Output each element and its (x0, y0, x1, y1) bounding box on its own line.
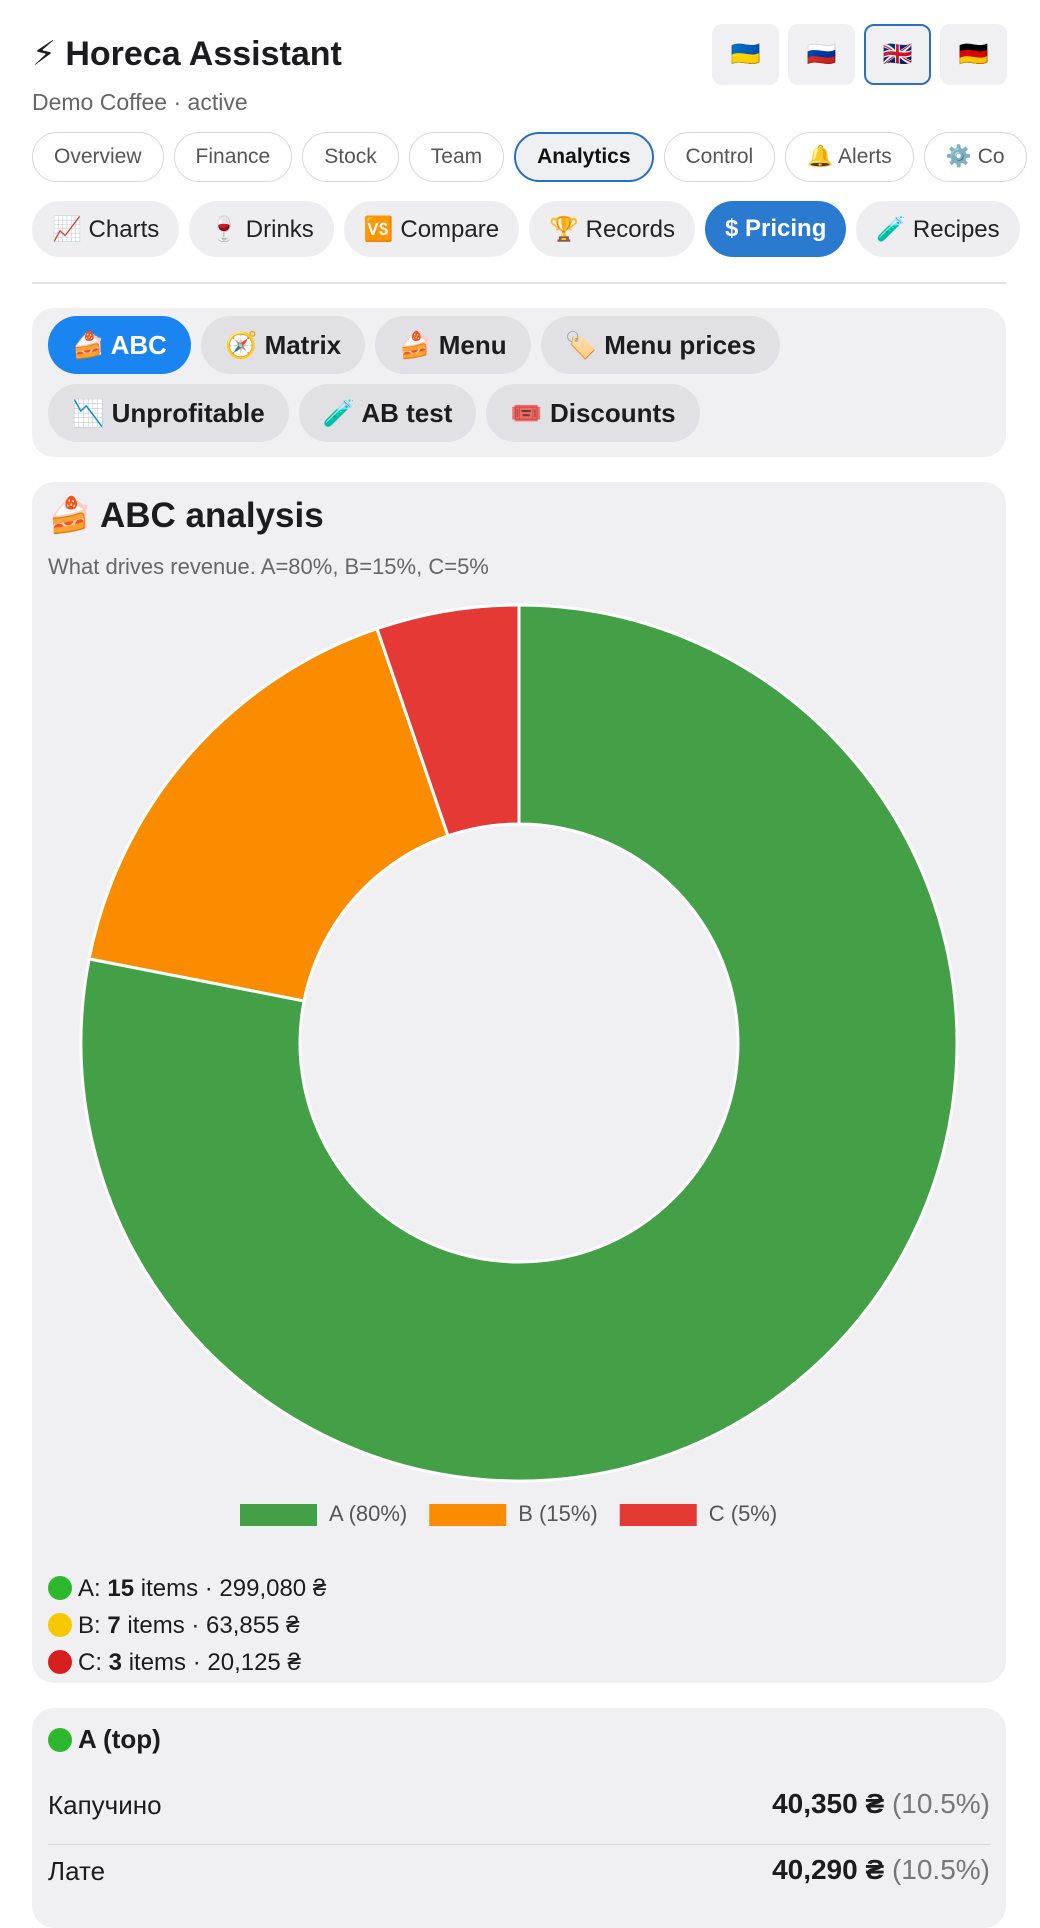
item-value: 40,290 ₴ (10.5%) (772, 1854, 990, 1886)
abc-card: 🍰 ABC analysis What drives revenue. A=80… (32, 482, 1006, 1683)
legend-label: B (15%) (518, 1501, 597, 1526)
summary-line: C: 3 items · 20,125 ₴ (48, 1644, 326, 1681)
pricing-tabs: 🍰 ABC 🧭 Matrix 🍰 Menu 🏷️ Menu prices 📉 Unpro… (48, 316, 808, 442)
legend-label: C (5%) (709, 1501, 777, 1526)
tab[interactable]: 🍰 ABC (48, 316, 191, 374)
item-amount: 40,290 ₴ (772, 1854, 885, 1885)
tab[interactable]: Overview (32, 132, 164, 182)
dot (48, 1613, 72, 1637)
item-name: Капучино (48, 1790, 162, 1820)
card-subtitle: What drives revenue. A=80%, B=15%, C=5% (48, 554, 489, 579)
tab[interactable]: Team (408, 132, 505, 182)
app-subtitle: Demo Coffee · active (32, 89, 248, 115)
list-title-text: A (top) (78, 1724, 161, 1754)
list-card: A (top) Капучино 40,350 ₴ (10.5%) Лате 40,2… (32, 1708, 1006, 1928)
summary-line: A: 15 items · 299,080 ₴ (48, 1570, 326, 1607)
flag-button[interactable]: 🇷🇺 (788, 24, 855, 85)
summary-text: items · 63,855 ₴ (127, 1612, 300, 1639)
tab[interactable]: 🆚 Compare (343, 201, 520, 257)
row-divider (48, 1844, 990, 1845)
divider (32, 282, 1006, 284)
summary: A: 15 items · 299,080 ₴ B: 7 items · 63,8… (48, 1570, 326, 1681)
item-amount: 40,350 ₴ (772, 1788, 885, 1819)
tab[interactable]: 🧪 Recipes (856, 201, 1020, 257)
legend: A (80%) B (15%) C (5%) (240, 1501, 777, 1526)
dot (48, 1576, 72, 1600)
tab[interactable]: 🏷️ Menu prices (540, 316, 780, 374)
tab[interactable]: 📉 Unprofitable (48, 384, 289, 442)
dot (48, 1728, 72, 1752)
list-title: A (top) (48, 1724, 161, 1755)
summary-text: items · 299,080 ₴ (140, 1575, 327, 1602)
tab[interactable]: Analytics (514, 132, 654, 182)
tab[interactable]: 🧭 Matrix (200, 316, 366, 374)
tab[interactable]: Finance (173, 132, 293, 182)
pricing-panel: 🍰 ABC 🧭 Matrix 🍰 Menu 🏷️ Menu prices 📉 Unpro… (32, 308, 1006, 457)
item-share: (10.5%) (891, 1788, 990, 1819)
item-share: (10.5%) (891, 1854, 990, 1885)
tab[interactable]: Stock (302, 132, 399, 182)
sub-tabs: 📈 Charts 🍷 Drinks 🆚 Compare 🏆 Records $ Pric… (32, 201, 1040, 257)
tab[interactable]: 🏆 Records (529, 201, 695, 257)
summary-label: A: (78, 1575, 101, 1602)
flag-button[interactable]: 🇺🇦 (712, 24, 779, 85)
legend-swatch (619, 1504, 697, 1526)
summary-count: 15 (107, 1575, 135, 1602)
tab[interactable]: ⚙️ Co (923, 132, 1027, 182)
item-name: Лате (48, 1856, 106, 1886)
app-title: ⚡ Horeca Assistant (32, 35, 342, 73)
summary-label: B: (78, 1612, 101, 1639)
dot (48, 1650, 72, 1674)
main-tabs: Overview Finance Stock Team Analytics Control… (32, 132, 1040, 182)
card-title: 🍰 ABC analysis (48, 496, 324, 535)
tab[interactable]: 🍷 Drinks (189, 201, 334, 257)
legend-swatch (429, 1504, 507, 1526)
tab[interactable]: Control (663, 132, 776, 182)
legend-swatch (240, 1504, 317, 1526)
doughnut-slice (79, 603, 959, 1483)
summary-line: B: 7 items · 63,855 ₴ (48, 1607, 326, 1644)
legend-label: A (80%) (329, 1501, 407, 1526)
tab[interactable]: 📈 Charts (32, 201, 180, 257)
item-value: 40,350 ₴ (10.5%) (772, 1788, 990, 1820)
summary-count: 3 (108, 1649, 123, 1676)
tab[interactable]: 🧪 AB test (298, 384, 477, 442)
summary-label: C: (78, 1649, 102, 1676)
doughnut-slice (375, 603, 521, 838)
tab[interactable]: 🍰 Menu (375, 316, 531, 374)
tab[interactable]: 🔔 Alerts (785, 132, 914, 182)
page: ⚡ Horeca Assistant Demo Coffee · active … (32, 24, 1040, 1928)
flag-button[interactable]: 🇩🇪 (940, 24, 1007, 85)
flag-button[interactable]: 🇬🇧 (864, 24, 931, 85)
tab[interactable]: $ Pricing (705, 201, 847, 257)
doughnut-slice (87, 626, 450, 1003)
tab[interactable]: 🎟️ Discounts (486, 384, 700, 442)
doughnut-chart: A (80%) B (15%) C (5%) (79, 603, 959, 1526)
summary-count: 7 (107, 1612, 121, 1639)
summary-text: items · 20,125 ₴ (128, 1649, 301, 1676)
